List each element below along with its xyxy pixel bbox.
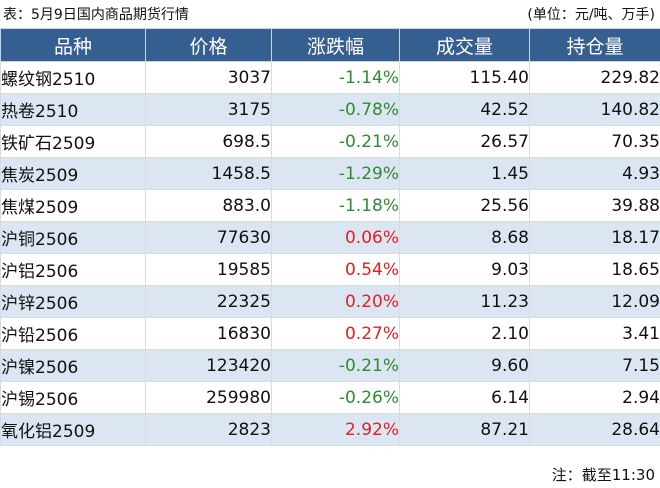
- cell-open-interest: 70.35: [529, 125, 660, 158]
- table-row: 沪铝2506 19585 0.54% 9.03 18.65: [0, 253, 660, 286]
- cell-change: 2.92%: [271, 413, 400, 446]
- cell-open-interest: 12.09: [529, 285, 660, 318]
- table-row: 氧化铝2509 2823 2.92% 87.21 28.64: [0, 413, 660, 446]
- table-row: 沪铜2506 77630 0.06% 8.68 18.17: [0, 221, 660, 254]
- cell-variety: 沪铅2506: [0, 317, 146, 350]
- cell-open-interest: 18.17: [529, 221, 660, 254]
- cell-change: 0.20%: [271, 285, 400, 318]
- cell-variety: 焦煤2509: [0, 189, 146, 222]
- header-change: 涨跌幅: [271, 28, 400, 62]
- header-variety: 品种: [0, 28, 146, 62]
- cell-variety: 氧化铝2509: [0, 413, 146, 446]
- cell-volume: 9.60: [399, 349, 530, 382]
- futures-quote-table: 品种 价格 涨跌幅 成交量 持仓量 螺纹钢2510 3037 -1.14% 115.4…: [0, 28, 660, 446]
- cell-open-interest: 4.93: [529, 157, 660, 190]
- cell-price: 19585: [145, 253, 272, 286]
- cell-variety: 焦炭2509: [0, 157, 146, 190]
- header-open-interest: 持仓量: [529, 28, 660, 62]
- cell-volume: 87.21: [399, 413, 530, 446]
- header-row: 品种 价格 涨跌幅 成交量 持仓量: [0, 28, 660, 62]
- cell-volume: 11.23: [399, 285, 530, 318]
- cell-price: 123420: [145, 349, 272, 382]
- cell-open-interest: 28.64: [529, 413, 660, 446]
- cell-price: 16830: [145, 317, 272, 350]
- cell-price: 2823: [145, 413, 272, 446]
- cell-price: 883.0: [145, 189, 272, 222]
- cell-variety: 螺纹钢2510: [0, 61, 146, 94]
- cell-change: 0.27%: [271, 317, 400, 350]
- cell-volume: 9.03: [399, 253, 530, 286]
- cell-variety: 沪锌2506: [0, 285, 146, 318]
- cell-change: -1.18%: [271, 189, 400, 222]
- cell-change: -1.29%: [271, 157, 400, 190]
- cell-open-interest: 3.41: [529, 317, 660, 350]
- cell-volume: 1.45: [399, 157, 530, 190]
- cell-open-interest: 18.65: [529, 253, 660, 286]
- cell-variety: 沪铝2506: [0, 253, 146, 286]
- cell-volume: 25.56: [399, 189, 530, 222]
- cell-open-interest: 7.15: [529, 349, 660, 382]
- cell-volume: 2.10: [399, 317, 530, 350]
- table-row: 沪锌2506 22325 0.20% 11.23 12.09: [0, 285, 660, 318]
- footnote-text: 注：截至11:30: [551, 465, 655, 484]
- table-row: 铁矿石2509 698.5 -0.21% 26.57 70.35: [0, 125, 660, 158]
- cell-volume: 8.68: [399, 221, 530, 254]
- cell-volume: 26.57: [399, 125, 530, 158]
- cell-change: 0.06%: [271, 221, 400, 254]
- cell-price: 259980: [145, 381, 272, 414]
- cell-variety: 沪铜2506: [0, 221, 146, 254]
- header-volume: 成交量: [399, 28, 530, 62]
- cell-change: -0.26%: [271, 381, 400, 414]
- table-row: 沪镍2506 123420 -0.21% 9.60 7.15: [0, 349, 660, 382]
- table-row: 焦煤2509 883.0 -1.18% 25.56 39.88: [0, 189, 660, 222]
- cell-price: 77630: [145, 221, 272, 254]
- table-body: 螺纹钢2510 3037 -1.14% 115.40 229.82 热卷2510 3175-…: [0, 61, 660, 446]
- cell-variety: 沪镍2506: [0, 349, 146, 382]
- table-row: 沪锡2506 259980 -0.26% 6.14 2.94: [0, 381, 660, 414]
- cell-volume: 42.52: [399, 93, 530, 126]
- table-row: 热卷2510 3175 -0.78% 42.52 140.82: [0, 93, 660, 126]
- cell-price: 1458.5: [145, 157, 272, 190]
- cell-change: -1.14%: [271, 61, 400, 94]
- cell-variety: 沪锡2506: [0, 381, 146, 414]
- cell-open-interest: 140.82: [529, 93, 660, 126]
- table-row: 沪铅2506 16830 0.27% 2.10 3.41: [0, 317, 660, 350]
- cell-volume: 115.40: [399, 61, 530, 94]
- cell-price: 22325: [145, 285, 272, 318]
- cell-variety: 热卷2510: [0, 93, 146, 126]
- table-title: 表：5月9日国内商品期货行情: [3, 6, 189, 23]
- table-row: 焦炭2509 1458.5 -1.29% 1.45 4.93: [0, 157, 660, 190]
- cell-price: 3037: [145, 61, 272, 94]
- cell-volume: 6.14: [399, 381, 530, 414]
- cell-variety: 铁矿石2509: [0, 125, 146, 158]
- cell-open-interest: 229.82: [529, 61, 660, 94]
- cell-change: -0.78%: [271, 93, 400, 126]
- table-caption: 表：5月9日国内商品期货行情 (单位：元/吨、万手): [0, 0, 660, 27]
- footnote: 注：截至11:30: [552, 462, 655, 486]
- unit-label: (单位：元/吨、万手): [527, 6, 655, 23]
- cell-open-interest: 39.88: [529, 189, 660, 222]
- cell-open-interest: 2.94: [529, 381, 660, 414]
- cell-change: -0.21%: [271, 349, 400, 382]
- cell-change: -0.21%: [271, 125, 400, 158]
- table-row: 螺纹钢2510 3037 -1.14% 115.40 229.82: [0, 61, 660, 94]
- header-price: 价格: [145, 28, 272, 62]
- cell-price: 698.5: [145, 125, 272, 158]
- cell-change: 0.54%: [271, 253, 400, 286]
- cell-price: 3175: [145, 93, 272, 126]
